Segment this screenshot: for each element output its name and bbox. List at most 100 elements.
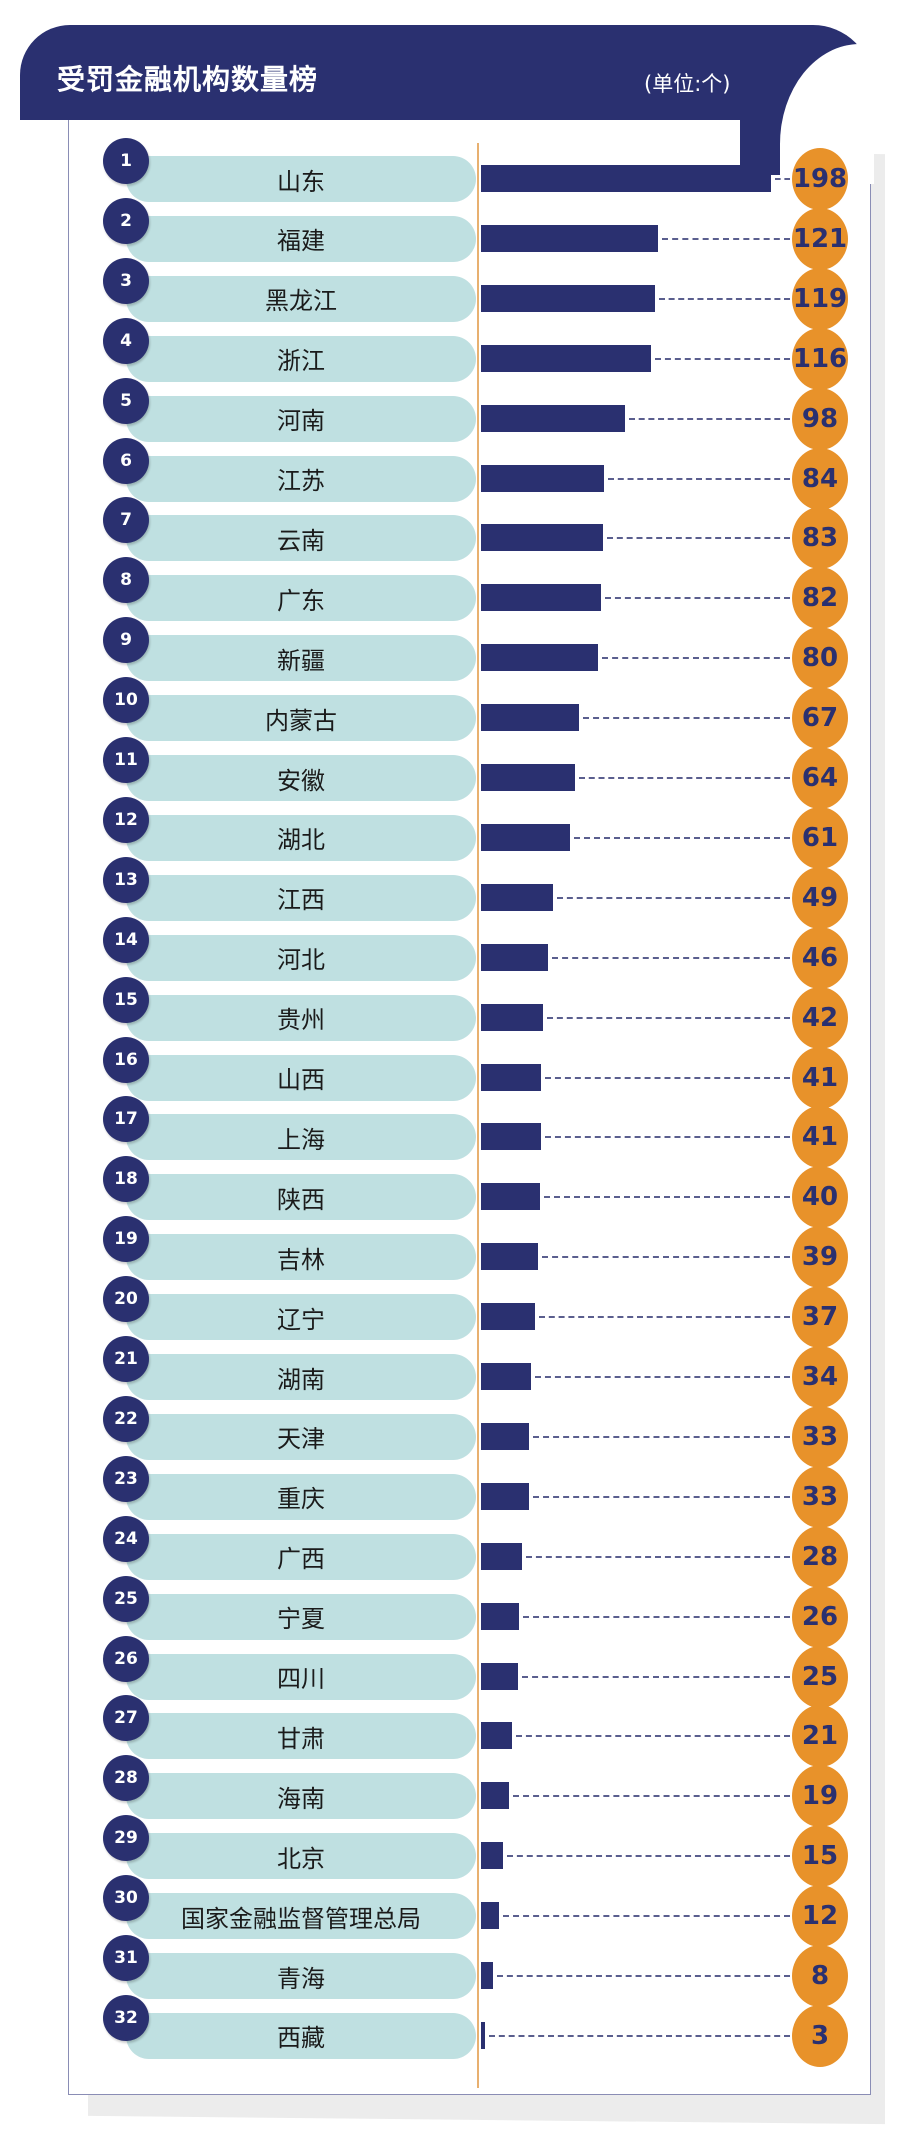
value-label: 198 (792, 148, 848, 210)
bar (481, 1842, 503, 1870)
category-label: 河北 (126, 934, 476, 981)
rank-badge: 32 (103, 1994, 149, 2041)
value-label: 12 (792, 1885, 848, 1948)
category-label: 海南 (126, 1773, 476, 1820)
leader-line (556, 896, 790, 899)
header-banner (20, 25, 780, 120)
rank-badge: 30 (103, 1875, 149, 1922)
category-label: 黑龙江 (126, 275, 476, 322)
value-label: 80 (792, 627, 848, 690)
category-label: 浙江 (126, 335, 476, 382)
rank-badge: 16 (103, 1036, 149, 1083)
leader-line (506, 1855, 790, 1858)
bar (481, 1902, 499, 1930)
bar (481, 165, 771, 192)
leader-line (533, 1495, 790, 1498)
value-label: 26 (792, 1585, 848, 1648)
leader-line (512, 1795, 790, 1798)
category-label: 甘肃 (126, 1713, 476, 1760)
category-label: 湖北 (126, 814, 476, 861)
leader-line (545, 1136, 790, 1139)
value-label: 41 (792, 1046, 848, 1109)
value-label: 49 (792, 866, 848, 929)
axis-line (477, 143, 479, 2088)
category-label: 广东 (126, 575, 476, 622)
leader-line (775, 178, 790, 180)
category-label: 山东 (126, 156, 476, 202)
value-label: 83 (792, 507, 848, 570)
category-label: 青海 (126, 1953, 476, 1999)
category-label: 内蒙古 (126, 695, 476, 742)
leader-line (533, 1435, 790, 1438)
bar (481, 1183, 540, 1211)
rank-badge: 25 (103, 1575, 149, 1622)
bar (481, 404, 625, 432)
category-label: 广西 (126, 1533, 476, 1580)
leader-line (583, 717, 790, 720)
leader-line (605, 597, 790, 600)
leader-line (521, 1675, 790, 1678)
category-label: 新疆 (126, 635, 476, 682)
bar (481, 1123, 542, 1151)
value-label: 84 (792, 447, 848, 510)
value-label: 28 (792, 1525, 848, 1588)
rank-badge: 18 (103, 1156, 149, 1203)
value-label: 39 (792, 1226, 848, 1289)
rank-badge: 6 (103, 437, 149, 484)
bar (481, 1542, 522, 1570)
category-label: 安徽 (126, 755, 476, 801)
rank-badge: 19 (103, 1216, 149, 1263)
rank-badge: 28 (103, 1755, 149, 1802)
rank-badge: 20 (103, 1276, 149, 1323)
rank-badge: 27 (103, 1695, 149, 1742)
category-label: 江西 (126, 874, 476, 921)
bar (481, 1662, 518, 1690)
bar (481, 584, 602, 612)
leader-line (608, 477, 790, 480)
value-label: 37 (792, 1286, 848, 1349)
leader-line (502, 1915, 790, 1918)
unit-label: (单位:个) (644, 72, 731, 96)
leader-line (654, 357, 790, 360)
leader-line (496, 1975, 790, 1977)
leader-line (606, 537, 790, 540)
leader-line (546, 1016, 790, 1019)
bar (481, 224, 659, 252)
rank-badge: 9 (103, 617, 149, 664)
leader-line (543, 1196, 790, 1199)
category-label: 福建 (126, 215, 476, 262)
leader-line (523, 1615, 790, 1618)
category-label: 湖南 (126, 1354, 476, 1400)
rank-badge: 15 (103, 976, 149, 1023)
category-label: 宁夏 (126, 1593, 476, 1640)
category-label: 山西 (126, 1054, 476, 1101)
rank-badge: 7 (103, 497, 149, 544)
bar (481, 464, 605, 492)
rank-badge: 3 (103, 257, 149, 304)
leader-line (578, 777, 790, 779)
rank-badge: 21 (103, 1336, 149, 1382)
category-label: 天津 (126, 1413, 476, 1460)
rank-badge: 31 (103, 1935, 149, 1981)
bar (481, 1602, 520, 1630)
rank-badge: 1 (103, 138, 149, 184)
category-label: 贵州 (126, 994, 476, 1041)
rank-badge: 8 (103, 557, 149, 604)
bar (481, 1363, 531, 1390)
value-label: 116 (792, 327, 848, 390)
rank-badge: 24 (103, 1515, 149, 1562)
bar (481, 1243, 539, 1271)
rank-badge: 5 (103, 377, 149, 424)
leader-line (628, 417, 790, 420)
value-label: 64 (792, 747, 848, 809)
rank-badge: 4 (103, 317, 149, 364)
bar (481, 1063, 542, 1091)
value-label: 121 (792, 207, 848, 270)
rank-badge: 13 (103, 856, 149, 903)
value-label: 82 (792, 567, 848, 630)
rank-badge: 11 (103, 737, 149, 783)
category-label: 河南 (126, 395, 476, 442)
value-label: 25 (792, 1645, 848, 1708)
leader-line (545, 1076, 790, 1079)
rank-badge: 26 (103, 1635, 149, 1682)
